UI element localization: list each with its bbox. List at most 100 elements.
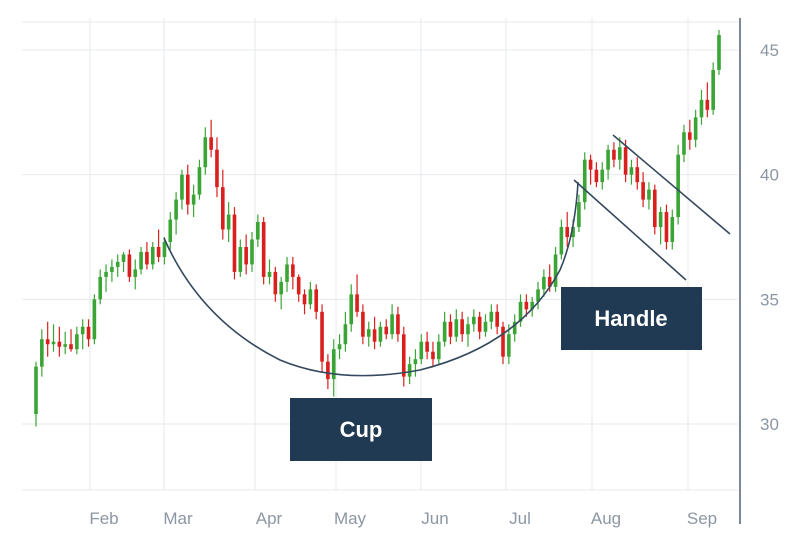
candle-body xyxy=(436,341,441,360)
candle-body xyxy=(372,329,377,342)
candle-body xyxy=(460,319,464,335)
candle-body xyxy=(174,199,178,220)
candle xyxy=(314,284,319,320)
candle xyxy=(693,109,698,148)
candle-body xyxy=(466,324,470,335)
candle-body xyxy=(606,149,610,170)
x-tick-label: Jul xyxy=(509,509,531,528)
candle-body xyxy=(80,326,85,335)
x-tick-label: Aug xyxy=(591,509,621,528)
y-tick-label: 30 xyxy=(760,415,779,434)
candle xyxy=(448,314,453,345)
candle xyxy=(477,311,482,340)
x-tick-labels: Feb Mar Apr May Jun Jul Aug Sep xyxy=(89,509,717,528)
candle-body xyxy=(291,264,295,277)
candle-body xyxy=(431,351,435,360)
candle-body xyxy=(547,276,552,287)
candle-body xyxy=(150,246,155,265)
candle xyxy=(699,89,704,125)
candle-body xyxy=(588,159,593,170)
candle-body xyxy=(343,324,348,345)
candle xyxy=(483,314,488,337)
candle-body xyxy=(536,289,540,302)
y-tick-label: 35 xyxy=(760,290,779,309)
candle xyxy=(40,329,44,377)
candle-body xyxy=(302,294,307,305)
candle xyxy=(454,309,459,342)
candle xyxy=(384,319,389,340)
candle-body xyxy=(232,214,237,272)
candle xyxy=(343,311,348,352)
candle xyxy=(425,331,429,360)
candle xyxy=(372,316,377,350)
candle xyxy=(536,281,540,310)
candle-body xyxy=(664,212,669,242)
candle-body xyxy=(489,311,494,322)
candle-body xyxy=(215,149,219,188)
candle-body xyxy=(623,147,628,175)
candle-body xyxy=(308,289,313,305)
candle-body xyxy=(390,314,394,335)
y-tick-labels: 30 35 40 45 xyxy=(760,41,779,434)
candle xyxy=(285,256,289,292)
candle xyxy=(524,294,529,317)
candle-body xyxy=(617,147,622,160)
candle-body xyxy=(366,329,371,337)
candle xyxy=(168,212,173,250)
x-tick-label: Sep xyxy=(687,509,717,528)
candle-body xyxy=(670,217,675,242)
candle-body xyxy=(238,246,243,272)
candle xyxy=(594,162,599,188)
candle-body xyxy=(133,269,138,277)
candle-body xyxy=(203,137,208,168)
candle-body xyxy=(361,311,365,337)
gridlines xyxy=(22,18,738,491)
candle-body xyxy=(279,281,283,295)
candle-body xyxy=(267,271,272,277)
candle xyxy=(717,30,721,75)
candle xyxy=(489,304,494,330)
candle-body xyxy=(320,311,324,362)
candle-body xyxy=(98,276,103,300)
candle-body xyxy=(448,321,453,337)
candle-body xyxy=(565,227,570,237)
candle xyxy=(559,219,564,260)
candle-body xyxy=(682,132,686,155)
candle-body xyxy=(559,227,564,255)
handle-annotation: Handle xyxy=(561,287,702,350)
candle-body xyxy=(296,276,301,295)
candle xyxy=(460,311,464,342)
candle-body xyxy=(145,251,149,265)
candle-body xyxy=(658,212,663,228)
candle xyxy=(612,142,616,168)
candle xyxy=(133,259,138,290)
candle-body xyxy=(92,299,97,340)
candle-body xyxy=(378,326,383,342)
candle-body xyxy=(600,169,605,183)
candle-body xyxy=(629,167,634,175)
candle xyxy=(156,229,161,262)
candle-body xyxy=(197,167,202,195)
candle xyxy=(320,304,324,372)
candle-body xyxy=(699,99,704,118)
candle xyxy=(349,284,354,332)
candle xyxy=(565,212,570,247)
candle xyxy=(104,264,108,292)
candle xyxy=(401,326,406,387)
candle xyxy=(291,256,295,290)
candle-body xyxy=(127,254,132,277)
candle xyxy=(472,309,476,332)
candle-body xyxy=(261,222,266,277)
candle xyxy=(419,334,424,365)
candle xyxy=(86,319,91,347)
candle xyxy=(711,62,715,115)
candle xyxy=(145,241,149,270)
candle-body xyxy=(693,117,698,140)
candle-body xyxy=(185,174,190,205)
candle xyxy=(279,276,283,310)
candle-body xyxy=(477,316,482,332)
candle-body xyxy=(717,35,721,70)
candle-body xyxy=(524,301,529,310)
candle-body xyxy=(86,326,91,340)
candle-body xyxy=(635,167,640,183)
